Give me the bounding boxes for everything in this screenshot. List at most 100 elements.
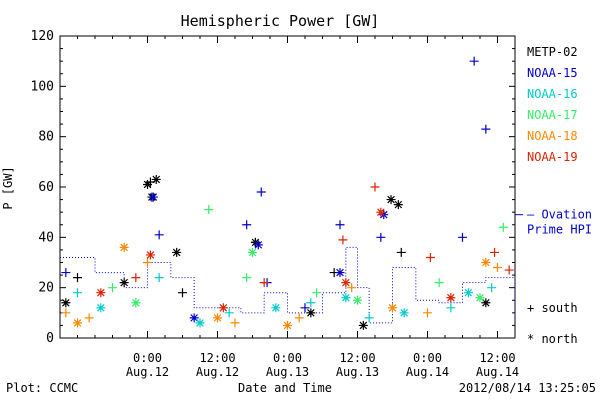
north-marker-noaa-18 xyxy=(119,242,129,252)
plot-frame xyxy=(59,35,516,339)
south-marker-noaa-18 xyxy=(84,313,94,323)
plot-credit: Plot: CCMC xyxy=(6,381,78,395)
legend-north-marker: * north xyxy=(527,332,578,346)
north-marker-noaa-15 xyxy=(253,240,263,250)
legend-noaa-16: NOAA-16 xyxy=(527,87,578,101)
south-marker-noaa-19 xyxy=(259,278,269,288)
plot-timestamp: 2012/08/14 13:25:05 xyxy=(459,381,596,395)
south-marker-noaa-18 xyxy=(423,308,432,318)
south-marker-noaa-15 xyxy=(481,124,491,134)
north-marker-noaa-16 xyxy=(399,308,409,318)
north-marker-noaa-15 xyxy=(189,313,199,323)
y-tick-label: 60 xyxy=(38,180,54,195)
south-marker-noaa-17 xyxy=(242,273,252,283)
north-marker-noaa-19 xyxy=(145,250,155,260)
north-marker-metp-02 xyxy=(143,179,152,189)
y-tick-label: 120 xyxy=(31,29,54,44)
south-marker-noaa-16 xyxy=(73,288,82,298)
y-tick-label: 20 xyxy=(38,281,54,296)
south-marker-noaa-17 xyxy=(434,278,444,288)
north-marker-metp-02 xyxy=(481,298,491,308)
south-marker-noaa-15 xyxy=(458,232,467,242)
south-marker-noaa-16 xyxy=(446,303,456,313)
north-marker-noaa-15 xyxy=(335,268,345,278)
south-marker-noaa-18 xyxy=(61,308,71,318)
y-axis-ticks: 0 20 40 60 80 100 120 xyxy=(31,29,515,346)
north-marker-noaa-18 xyxy=(213,313,222,323)
north-marker-noaa-16 xyxy=(96,303,106,313)
north-marker-noaa-17 xyxy=(131,298,141,308)
south-marker-noaa-17 xyxy=(204,205,214,215)
satellite-markers xyxy=(61,56,514,330)
north-marker-noaa-15 xyxy=(148,192,158,202)
south-marker-noaa-15 xyxy=(469,56,479,66)
legend-noaa-15: NOAA-15 xyxy=(527,66,578,80)
y-tick-label: 100 xyxy=(31,79,54,94)
chart-title: Hemispheric Power [GW] xyxy=(181,12,380,30)
x-tick-time: 12:00 xyxy=(339,351,375,365)
y-tick-label: 0 xyxy=(46,331,54,346)
north-marker-metp-02 xyxy=(151,174,161,184)
north-marker-noaa-19 xyxy=(376,207,386,217)
south-marker-noaa-15 xyxy=(335,220,345,230)
ovation-hpi-series xyxy=(60,246,516,324)
south-marker-noaa-19 xyxy=(338,235,348,245)
x-tick-date: Aug.12 xyxy=(126,365,169,379)
x-tick-time: 12:00 xyxy=(479,351,515,365)
north-marker-noaa-17 xyxy=(248,247,257,257)
x-tick-date: Aug.13 xyxy=(336,365,379,379)
south-marker-noaa-15 xyxy=(376,232,386,242)
x-tick-time: 0:00 xyxy=(133,351,162,365)
x-tick-date: Aug.14 xyxy=(476,365,519,379)
x-axis-ticks: 0:00Aug.1212:00Aug.120:00Aug.1312:00Aug.… xyxy=(77,36,519,379)
south-marker-noaa-18 xyxy=(143,258,152,267)
legend-ovation-line2: Prime HPI xyxy=(527,223,592,237)
south-marker-metp-02 xyxy=(178,288,187,298)
y-axis-label: P [GW] xyxy=(1,166,15,209)
x-tick-time: 12:00 xyxy=(199,351,235,365)
north-marker-noaa-17 xyxy=(475,293,485,303)
south-marker-noaa-19 xyxy=(370,182,380,192)
legend: METP-02 NOAA-15 NOAA-16 NOAA-17 NOAA-18 NOAA-… xyxy=(515,45,592,346)
x-axis-label: Date and Time xyxy=(238,381,332,395)
y-tick-label: 40 xyxy=(38,230,54,245)
south-marker-noaa-15 xyxy=(242,220,252,230)
legend-ovation-line1: — Ovation xyxy=(527,208,592,222)
south-marker-noaa-17 xyxy=(498,222,508,232)
north-marker-metp-02 xyxy=(358,320,368,330)
north-marker-noaa-19 xyxy=(96,288,106,298)
north-marker-noaa-18 xyxy=(283,320,292,330)
legend-noaa-18: NOAA-18 xyxy=(527,129,578,143)
north-marker-noaa-19 xyxy=(218,303,228,313)
south-marker-metp-02 xyxy=(396,247,406,257)
north-marker-noaa-18 xyxy=(73,318,82,328)
north-marker-noaa-17 xyxy=(353,295,362,305)
north-marker-noaa-16 xyxy=(195,318,205,328)
north-marker-metp-02 xyxy=(61,298,71,308)
south-marker-noaa-15 xyxy=(154,230,164,240)
north-marker-noaa-16 xyxy=(463,288,473,298)
south-marker-noaa-15 xyxy=(256,187,266,197)
south-marker-noaa-16 xyxy=(306,298,316,308)
north-marker-noaa-19 xyxy=(446,293,456,303)
ovation-hpi-line xyxy=(60,246,516,324)
north-marker-noaa-19 xyxy=(341,278,351,288)
south-marker-noaa-18 xyxy=(294,313,304,323)
south-marker-noaa-19 xyxy=(504,265,514,275)
south-marker-noaa-16 xyxy=(154,273,164,283)
south-marker-noaa-16 xyxy=(224,308,234,318)
x-tick-time: 0:00 xyxy=(413,351,442,365)
legend-noaa-19: NOAA-19 xyxy=(527,150,578,164)
south-marker-noaa-18 xyxy=(347,283,357,293)
x-tick-time: 0:00 xyxy=(273,351,302,365)
north-marker-noaa-16 xyxy=(271,303,281,313)
north-marker-noaa-18 xyxy=(388,303,397,313)
x-tick-date: Aug.13 xyxy=(266,365,309,379)
south-marker-noaa-19 xyxy=(425,252,435,262)
north-marker-noaa-16 xyxy=(341,293,351,303)
south-marker-noaa-17 xyxy=(312,288,322,298)
south-marker-noaa-18 xyxy=(493,263,502,273)
legend-noaa-17: NOAA-17 xyxy=(527,108,578,122)
south-marker-noaa-15 xyxy=(300,303,310,313)
